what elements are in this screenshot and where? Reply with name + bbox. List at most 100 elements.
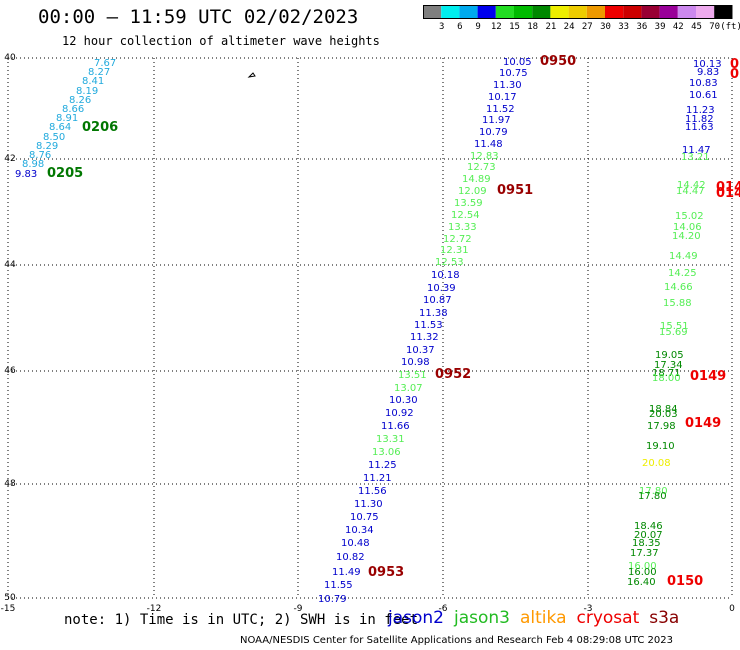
wave-height-value: 12.09: [458, 186, 487, 197]
pass-time-label: 014: [716, 180, 740, 195]
wave-height-value: 12.83: [470, 151, 499, 162]
pass-time-label: 0953: [368, 565, 404, 580]
wave-height-value: 11.47: [682, 145, 711, 156]
note-text: note: 1) Time is in UTC; 2) SWH is in fe…: [64, 612, 419, 628]
wave-height-value: 13.33: [448, 222, 477, 233]
wave-height-value: 14.47: [676, 186, 705, 197]
color-swatch: [550, 5, 569, 19]
wave-height-value: 14.49: [669, 251, 698, 262]
wave-height-value: 10.48: [341, 538, 370, 549]
color-swatch: [677, 5, 696, 19]
scale-tick-label: 36: [636, 22, 648, 32]
wave-height-value: 12.72: [443, 234, 472, 245]
y-tick-label: 48: [4, 479, 16, 489]
color-swatch: [477, 5, 496, 19]
color-scale-bar: [423, 5, 733, 19]
wave-height-value: 18.71: [652, 368, 681, 379]
color-swatch: [641, 5, 660, 19]
wave-height-value: 8.64: [49, 122, 71, 133]
wave-height-value: 16.00: [628, 567, 657, 578]
y-tick-label: 46: [4, 366, 16, 376]
wave-height-value: 13.21: [681, 152, 710, 163]
color-swatch: [441, 5, 460, 19]
map-subtitle: 12 hour collection of altimeter wave hei…: [62, 34, 380, 48]
wave-height-value: 14.06: [673, 222, 702, 233]
wave-height-value: 11.66: [381, 421, 410, 432]
scale-tick-label: 24: [563, 22, 575, 32]
wave-height-value: 10.30: [389, 395, 418, 406]
wave-height-value: 8.29: [36, 141, 58, 152]
wave-height-value: 11.30: [354, 499, 383, 510]
scale-tick-label: 21: [545, 22, 557, 32]
pass-time-label: 0149: [685, 416, 721, 431]
color-scale-labels: 3 6 9 12 15 18 21 24 27 30 33 36 39 42 45 70 (ft): [423, 22, 740, 36]
wave-height-value: 11.53: [414, 320, 443, 331]
wave-height-value: 8.50: [43, 132, 65, 143]
footer-credit: NOAA/NESDIS Center for Satellite Applica…: [240, 635, 673, 646]
pass-time-label: 0205: [47, 166, 83, 181]
satellite-legend: jason2 jason3 altika cryosat s3a: [388, 608, 689, 628]
color-swatch: [586, 5, 605, 19]
wave-height-value: 20.08: [642, 458, 671, 469]
wave-height-value: 14.89: [462, 174, 491, 185]
color-swatch: [514, 5, 533, 19]
y-tick-label: 42: [4, 154, 15, 164]
x-tick-label: 0: [729, 604, 735, 614]
wave-height-value: 8.26: [69, 95, 91, 106]
wave-height-value: 11.82: [685, 114, 714, 125]
scale-tick-label: 9: [475, 22, 481, 32]
wave-height-value: 18.46: [634, 521, 663, 532]
x-tick-label: -9: [294, 604, 303, 614]
x-tick-label: -6: [439, 604, 448, 614]
wave-height-value: 15.51: [660, 321, 689, 332]
color-swatch: [495, 5, 514, 19]
wave-height-value: 12.73: [467, 162, 496, 173]
color-swatch: [623, 5, 642, 19]
pass-time-label: 0206: [82, 120, 118, 135]
wave-height-value: 8.41: [82, 76, 104, 87]
y-tick-label: 40: [4, 53, 16, 63]
color-swatch: [714, 5, 733, 19]
wave-height-value: 9.83: [15, 169, 37, 180]
wave-height-value: 8.91: [56, 113, 78, 124]
wave-height-value: 10.37: [406, 345, 435, 356]
wave-height-value: 20.03: [649, 409, 678, 420]
wave-height-value: 14.42: [677, 180, 706, 191]
wave-height-value: 10.17: [488, 92, 517, 103]
pass-time-label: 0951: [497, 183, 533, 198]
scale-tick-label: 33: [618, 22, 630, 32]
color-swatch: [605, 5, 624, 19]
wave-height-value: 15.02: [675, 211, 704, 222]
wave-height-value: 8.98: [22, 159, 44, 170]
pass-time-label: 0950: [540, 54, 576, 69]
wave-height-value: 14.20: [672, 231, 701, 242]
wave-height-value: 11.52: [486, 104, 515, 115]
scale-unit-label: (ft): [720, 22, 740, 32]
pass-time-label: 0: [730, 67, 739, 82]
wave-height-value: 17.80: [639, 486, 668, 497]
wave-height-value: 12.53: [435, 257, 464, 268]
wave-height-value: 15.69: [659, 327, 688, 338]
wave-height-value: 11.21: [363, 473, 392, 484]
wave-height-value: 11.56: [358, 486, 387, 497]
wave-height-value: 11.97: [482, 115, 511, 126]
scale-tick-label: 45: [691, 22, 702, 32]
wave-height-value: 10.75: [499, 68, 528, 79]
scale-tick-label: 15: [509, 22, 520, 32]
wave-height-value: 8.19: [76, 86, 98, 97]
pass-time-label: 0: [730, 57, 739, 72]
wave-height-value: 11.23: [686, 105, 715, 116]
wave-height-value: 10.79: [318, 594, 347, 605]
wave-height-value: 8.76: [29, 150, 51, 161]
island-outline: [247, 72, 256, 78]
color-swatch: [532, 5, 551, 19]
wave-height-value: 13.59: [454, 198, 483, 209]
wave-height-value: 13.06: [372, 447, 401, 458]
wave-height-value: 17.98: [647, 421, 676, 432]
scale-tick-label: 3: [438, 22, 445, 32]
wave-height-value: 8.66: [62, 104, 84, 115]
wave-height-value: 10.98: [401, 357, 430, 368]
wave-height-value: 12.31: [440, 245, 469, 256]
color-swatch: [423, 5, 442, 19]
x-tick-label: -12: [147, 604, 162, 614]
